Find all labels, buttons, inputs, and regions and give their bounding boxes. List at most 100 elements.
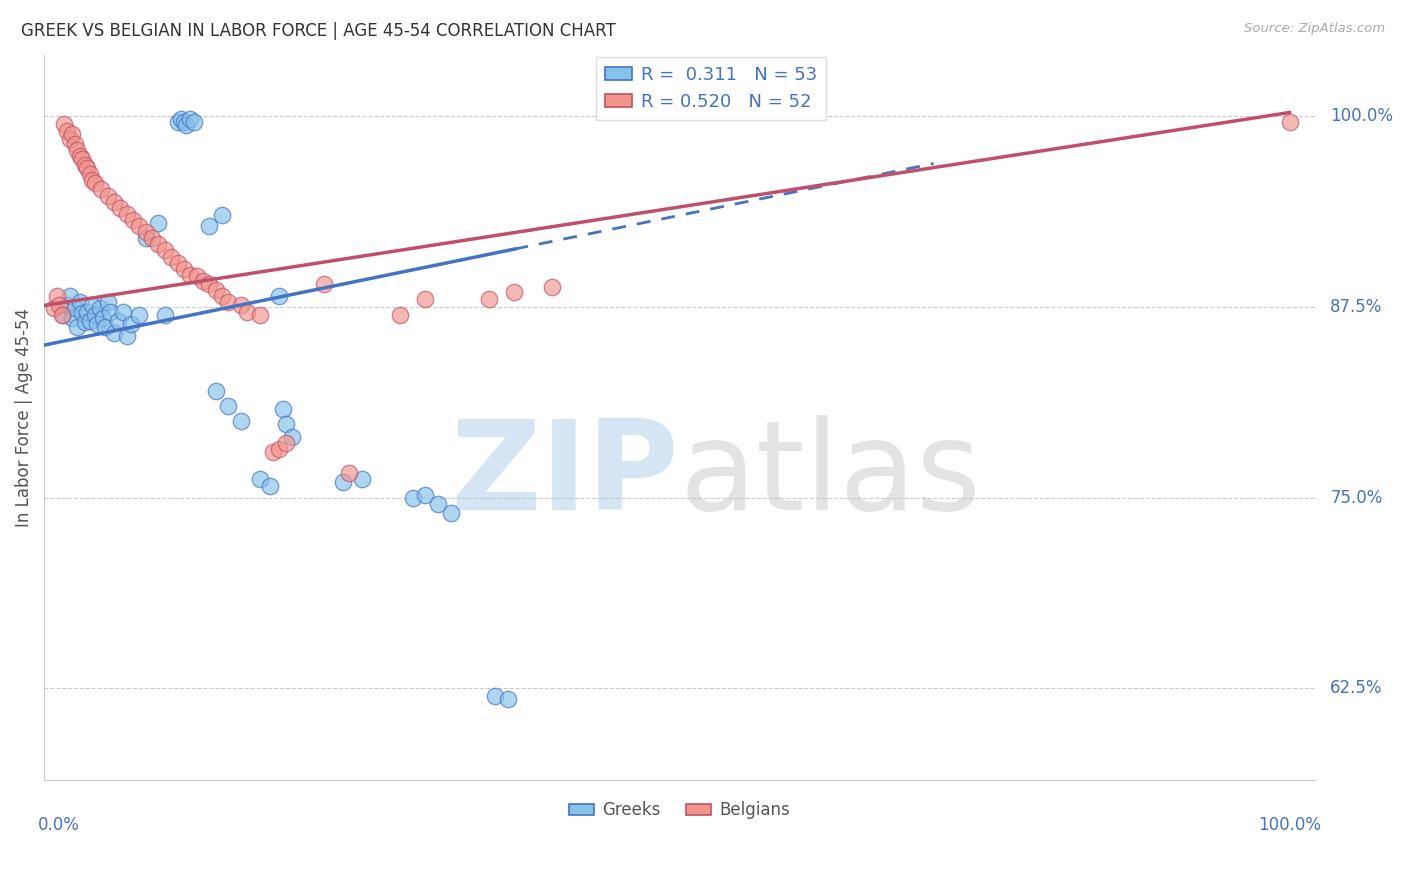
Point <box>478 293 501 307</box>
Point <box>179 268 201 282</box>
Point <box>274 435 297 450</box>
Point <box>211 208 233 222</box>
Point <box>103 194 125 209</box>
Point <box>60 310 83 325</box>
Point <box>82 173 104 187</box>
Point <box>332 475 354 490</box>
Point <box>249 308 271 322</box>
Point <box>84 177 107 191</box>
Point <box>166 115 188 129</box>
Point <box>350 472 373 486</box>
Point <box>153 244 176 258</box>
Point <box>148 237 170 252</box>
Point <box>148 216 170 230</box>
Point <box>97 188 120 202</box>
Point <box>98 304 121 318</box>
Text: atlas: atlas <box>679 415 981 536</box>
Point <box>262 445 284 459</box>
Point <box>91 310 114 325</box>
Point <box>1278 115 1301 129</box>
Point <box>269 289 291 303</box>
Point <box>388 308 411 322</box>
Text: ZIP: ZIP <box>451 415 679 536</box>
Point <box>97 295 120 310</box>
Point <box>63 136 86 151</box>
Point <box>56 124 79 138</box>
Point <box>229 298 252 312</box>
Point <box>45 289 67 303</box>
Point <box>90 182 112 196</box>
Point <box>401 491 423 505</box>
Point <box>217 399 239 413</box>
Point <box>58 132 80 146</box>
Point <box>141 231 163 245</box>
Point <box>52 308 75 322</box>
Point <box>58 289 80 303</box>
Point <box>217 295 239 310</box>
Point <box>198 219 221 233</box>
Point <box>53 117 76 131</box>
Text: 0.0%: 0.0% <box>38 816 80 834</box>
Point <box>183 115 205 129</box>
Point <box>337 467 360 481</box>
Point <box>281 430 304 444</box>
Point <box>170 112 193 127</box>
Point <box>541 280 564 294</box>
Point <box>48 298 70 312</box>
Point <box>44 301 66 316</box>
Point <box>160 250 183 264</box>
Point <box>69 295 91 310</box>
Legend: Greeks, Belgians: Greeks, Belgians <box>562 795 797 826</box>
Point <box>204 283 226 297</box>
Point <box>69 149 91 163</box>
Point <box>415 293 437 307</box>
Point <box>76 304 98 318</box>
Point <box>103 326 125 340</box>
Point <box>484 689 506 703</box>
Point <box>269 442 291 456</box>
Point <box>70 306 93 320</box>
Point <box>312 277 335 291</box>
Point <box>76 161 98 175</box>
Point <box>79 167 101 181</box>
Point <box>111 304 134 318</box>
Point <box>89 301 111 316</box>
Point <box>66 143 89 157</box>
Point <box>135 225 157 239</box>
Point <box>135 231 157 245</box>
Point <box>94 319 117 334</box>
Text: 75.0%: 75.0% <box>1330 489 1382 507</box>
Point <box>86 317 108 331</box>
Point <box>229 414 252 428</box>
Point <box>79 314 101 328</box>
Point <box>440 506 463 520</box>
Text: GREEK VS BELGIAN IN LABOR FORCE | AGE 45-54 CORRELATION CHART: GREEK VS BELGIAN IN LABOR FORCE | AGE 45… <box>21 22 616 40</box>
Text: 87.5%: 87.5% <box>1330 298 1382 316</box>
Point <box>84 308 107 322</box>
Point <box>128 219 150 233</box>
Point <box>204 384 226 398</box>
Point <box>153 308 176 322</box>
Point <box>503 285 526 299</box>
Point <box>179 112 201 127</box>
Text: 100.0%: 100.0% <box>1330 107 1393 125</box>
Point <box>166 256 188 270</box>
Point <box>73 315 96 329</box>
Text: Source: ZipAtlas.com: Source: ZipAtlas.com <box>1244 22 1385 36</box>
Point <box>73 158 96 172</box>
Point <box>115 329 138 343</box>
Point <box>191 274 214 288</box>
Point <box>60 128 83 142</box>
Y-axis label: In Labor Force | Age 45-54: In Labor Force | Age 45-54 <box>15 308 32 527</box>
Point <box>66 319 89 334</box>
Point <box>274 417 297 432</box>
Point <box>122 213 145 227</box>
Point <box>271 402 294 417</box>
Point <box>496 692 519 706</box>
Point <box>63 301 86 316</box>
Point <box>115 207 138 221</box>
Point <box>211 289 233 303</box>
Text: 100.0%: 100.0% <box>1258 816 1322 834</box>
Point <box>173 115 195 129</box>
Point <box>249 472 271 486</box>
